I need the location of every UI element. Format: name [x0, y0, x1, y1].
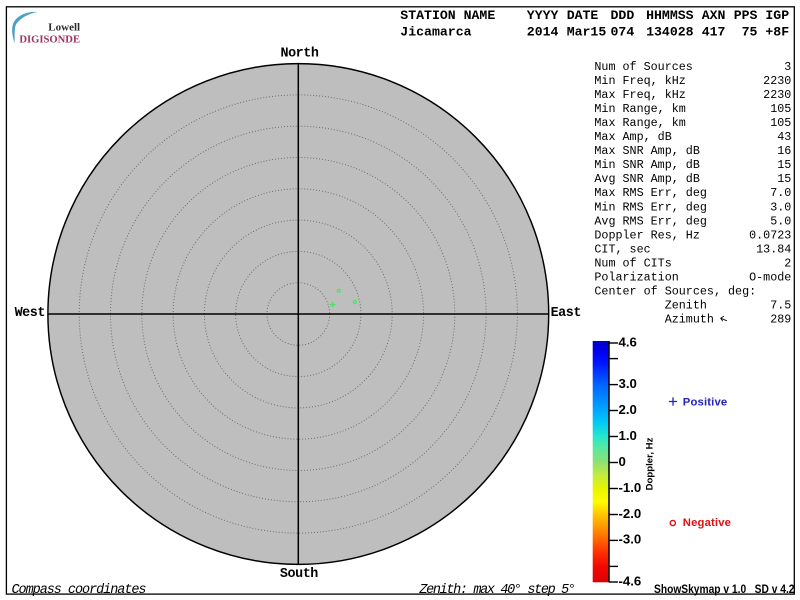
- svg-text:North: North: [280, 47, 318, 62]
- svg-text:15: 15: [777, 158, 791, 172]
- svg-text:Polarization: Polarization: [594, 271, 678, 285]
- svg-text:Negative: Negative: [683, 517, 731, 529]
- svg-text:DDD: DDD: [611, 8, 635, 23]
- svg-text:Compass coordinates: Compass coordinates: [12, 583, 147, 598]
- svg-text:134028: 134028: [646, 24, 694, 39]
- svg-text:Num of Sources: Num of Sources: [594, 60, 692, 74]
- svg-text:105: 105: [770, 116, 791, 130]
- svg-text:South: South: [280, 567, 318, 582]
- svg-text:2014: 2014: [527, 24, 559, 39]
- svg-text:417: 417: [702, 24, 726, 39]
- svg-text:289: 289: [770, 313, 791, 327]
- svg-text:Min Range, km: Min Range, km: [594, 102, 685, 116]
- svg-text:13.84: 13.84: [756, 242, 791, 256]
- svg-text:Center of Sources, deg:: Center of Sources, deg:: [594, 285, 756, 299]
- svg-text:DIGISONDE: DIGISONDE: [19, 34, 80, 45]
- svg-text:43: 43: [777, 130, 791, 144]
- svg-text:4.6: 4.6: [619, 334, 637, 349]
- svg-text:CIT, sec: CIT, sec: [594, 242, 650, 256]
- svg-text:0.0723: 0.0723: [749, 228, 791, 242]
- svg-text:Avg SNR Amp, dB: Avg SNR Amp, dB: [594, 172, 700, 186]
- svg-text:Zenith: Zenith: [665, 299, 707, 313]
- svg-text:-4.6: -4.6: [619, 573, 642, 588]
- svg-text:Max Amp, dB: Max Amp, dB: [594, 130, 671, 144]
- svg-text:Avg RMS Err, deg: Avg RMS Err, deg: [594, 214, 707, 228]
- svg-text:ShowSkymap v 1.0 SD v 4.2: ShowSkymap v 1.0 SD v 4.2: [654, 583, 795, 596]
- svg-text:Min RMS Err, deg: Min RMS Err, deg: [594, 200, 707, 214]
- svg-text:5.0: 5.0: [770, 214, 791, 228]
- svg-text:75: 75: [742, 24, 758, 39]
- svg-text:PPS: PPS: [734, 8, 758, 23]
- svg-text:7.5: 7.5: [770, 299, 791, 313]
- svg-text:0: 0: [619, 454, 626, 469]
- svg-text:Jicamarca: Jicamarca: [400, 24, 471, 39]
- svg-text:2: 2: [784, 257, 791, 271]
- svg-text:Num of CITs: Num of CITs: [594, 257, 671, 271]
- svg-text:Zenith: max 40° step 5°: Zenith: max 40° step 5°: [418, 583, 574, 598]
- svg-text:East: East: [551, 306, 581, 321]
- svg-text:2230: 2230: [763, 88, 791, 102]
- svg-text:Positive: Positive: [683, 396, 728, 408]
- svg-text:STATION NAME: STATION NAME: [400, 8, 495, 23]
- svg-text:Max SNR Amp, dB: Max SNR Amp, dB: [594, 144, 700, 158]
- svg-text:Max Freq, kHz: Max Freq, kHz: [594, 88, 685, 102]
- svg-text:Azimuth: Azimuth: [665, 313, 714, 327]
- svg-text:+8F: +8F: [765, 24, 789, 39]
- svg-text:IGP: IGP: [765, 8, 789, 23]
- svg-text:Lowell: Lowell: [48, 21, 80, 33]
- svg-text:2230: 2230: [763, 74, 791, 88]
- svg-text:7.0: 7.0: [770, 186, 791, 200]
- svg-text:3: 3: [784, 60, 791, 74]
- svg-text:YYYY: YYYY: [527, 8, 559, 23]
- svg-text:West: West: [15, 306, 45, 321]
- svg-text:3.0: 3.0: [770, 200, 791, 214]
- svg-text:Mar15: Mar15: [567, 24, 607, 39]
- svg-text:O-mode: O-mode: [749, 271, 791, 285]
- svg-text:15: 15: [777, 172, 791, 186]
- svg-text:16: 16: [777, 144, 791, 158]
- svg-text:1.0: 1.0: [619, 428, 637, 443]
- svg-text:HHMMSS: HHMMSS: [646, 8, 694, 23]
- svg-text:-3.0: -3.0: [619, 532, 642, 547]
- svg-text:105: 105: [770, 102, 791, 116]
- svg-text:Max RMS Err, deg: Max RMS Err, deg: [594, 186, 707, 200]
- svg-text:-1.0: -1.0: [619, 480, 642, 495]
- svg-text:074: 074: [611, 24, 635, 39]
- svg-text:Doppler Res, Hz: Doppler Res, Hz: [594, 228, 700, 242]
- svg-text:3.0: 3.0: [619, 376, 637, 391]
- svg-text:Doppler, Hz: Doppler, Hz: [645, 437, 656, 490]
- svg-text:2.0: 2.0: [619, 402, 637, 417]
- svg-text:Min Freq, kHz: Min Freq, kHz: [594, 74, 685, 88]
- svg-text:-2.0: -2.0: [619, 506, 642, 521]
- svg-text:AXN: AXN: [702, 8, 726, 23]
- svg-text:Max Range, km: Max Range, km: [594, 116, 685, 130]
- svg-text:Min SNR Amp, dB: Min SNR Amp, dB: [594, 158, 700, 172]
- svg-text:DATE: DATE: [567, 8, 599, 23]
